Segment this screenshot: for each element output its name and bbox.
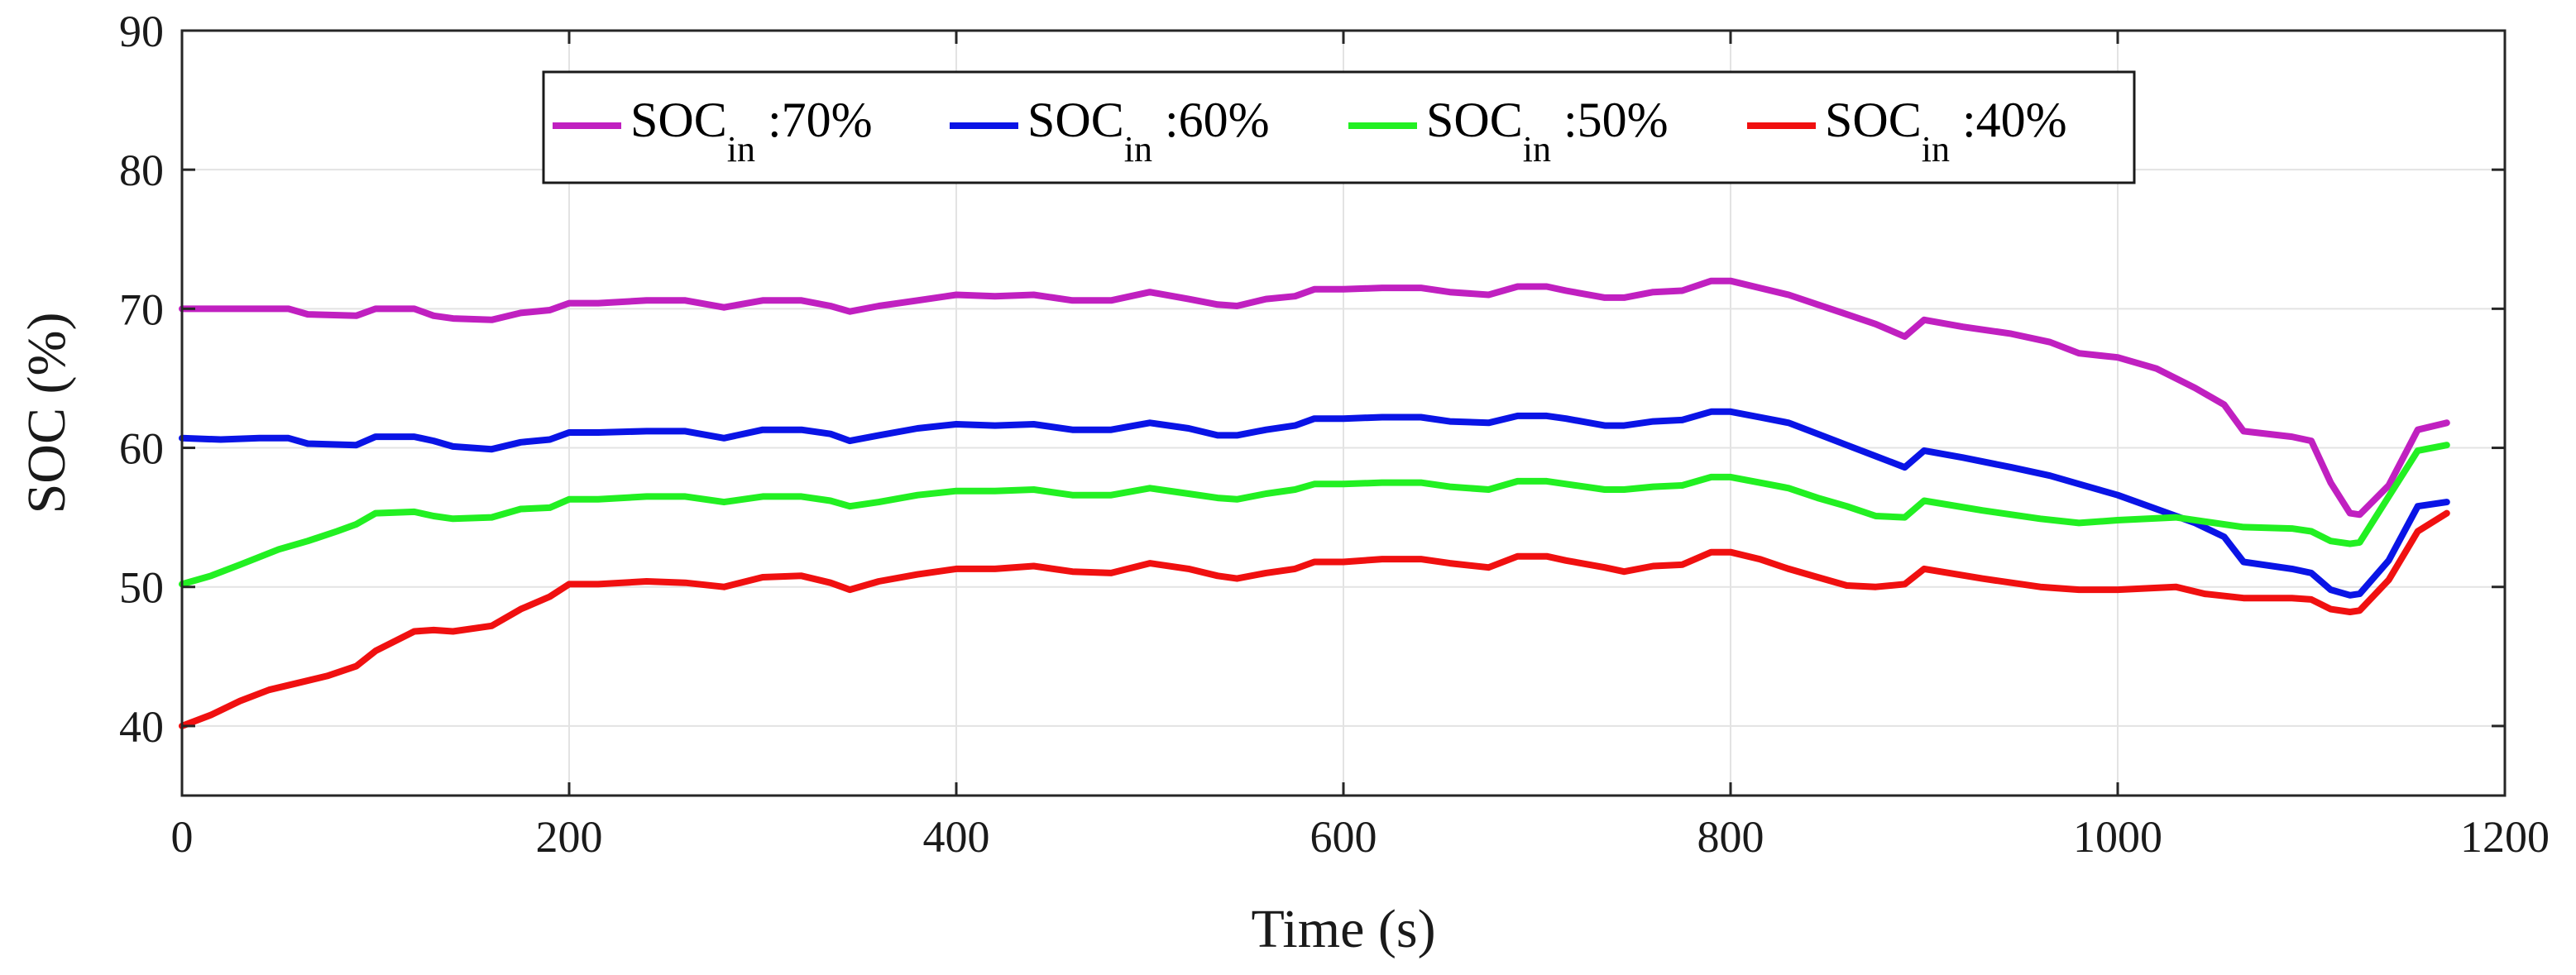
legend-label: SOCin :60% [1027,93,1270,170]
y-tick-label: 70 [119,284,164,334]
series-line-1 [179,277,2450,519]
series-line-2 [179,408,2450,599]
x-tick-label: 600 [1310,812,1377,862]
y-tick-label: 90 [119,7,164,56]
legend-label: SOCin :40% [1825,93,2067,170]
series-line-4 [179,509,2450,729]
x-axis-title: Time (s) [1251,899,1435,959]
legend-label: SOCin :50% [1426,93,1669,170]
x-tick-label: 1200 [2460,812,2550,862]
series-layer [179,277,2450,729]
tick-labels: 0 200 400 600 800 1000 1200 40 50 60 70 80 90 [119,7,2550,862]
x-tick-label: 400 [923,812,990,862]
y-tick-label: 80 [119,146,164,195]
x-tick-label: 1000 [2073,812,2162,862]
y-tick-label: 50 [119,563,164,613]
legend: SOCin :70% SOCin :60% SOCin :50% SOCin :40% [542,70,2136,184]
y-tick-label: 40 [119,702,164,752]
legend-label: SOCin :70% [630,93,873,170]
series-line-3 [179,442,2450,588]
axis-ticks [180,29,2507,796]
x-tick-label: 0 [171,812,194,862]
x-tick-label: 800 [1697,812,1764,862]
x-tick-label: 200 [536,812,603,862]
legend-box [542,70,2136,184]
y-tick-label: 60 [119,424,164,474]
y-axis-title: SOC (%) [17,313,77,514]
